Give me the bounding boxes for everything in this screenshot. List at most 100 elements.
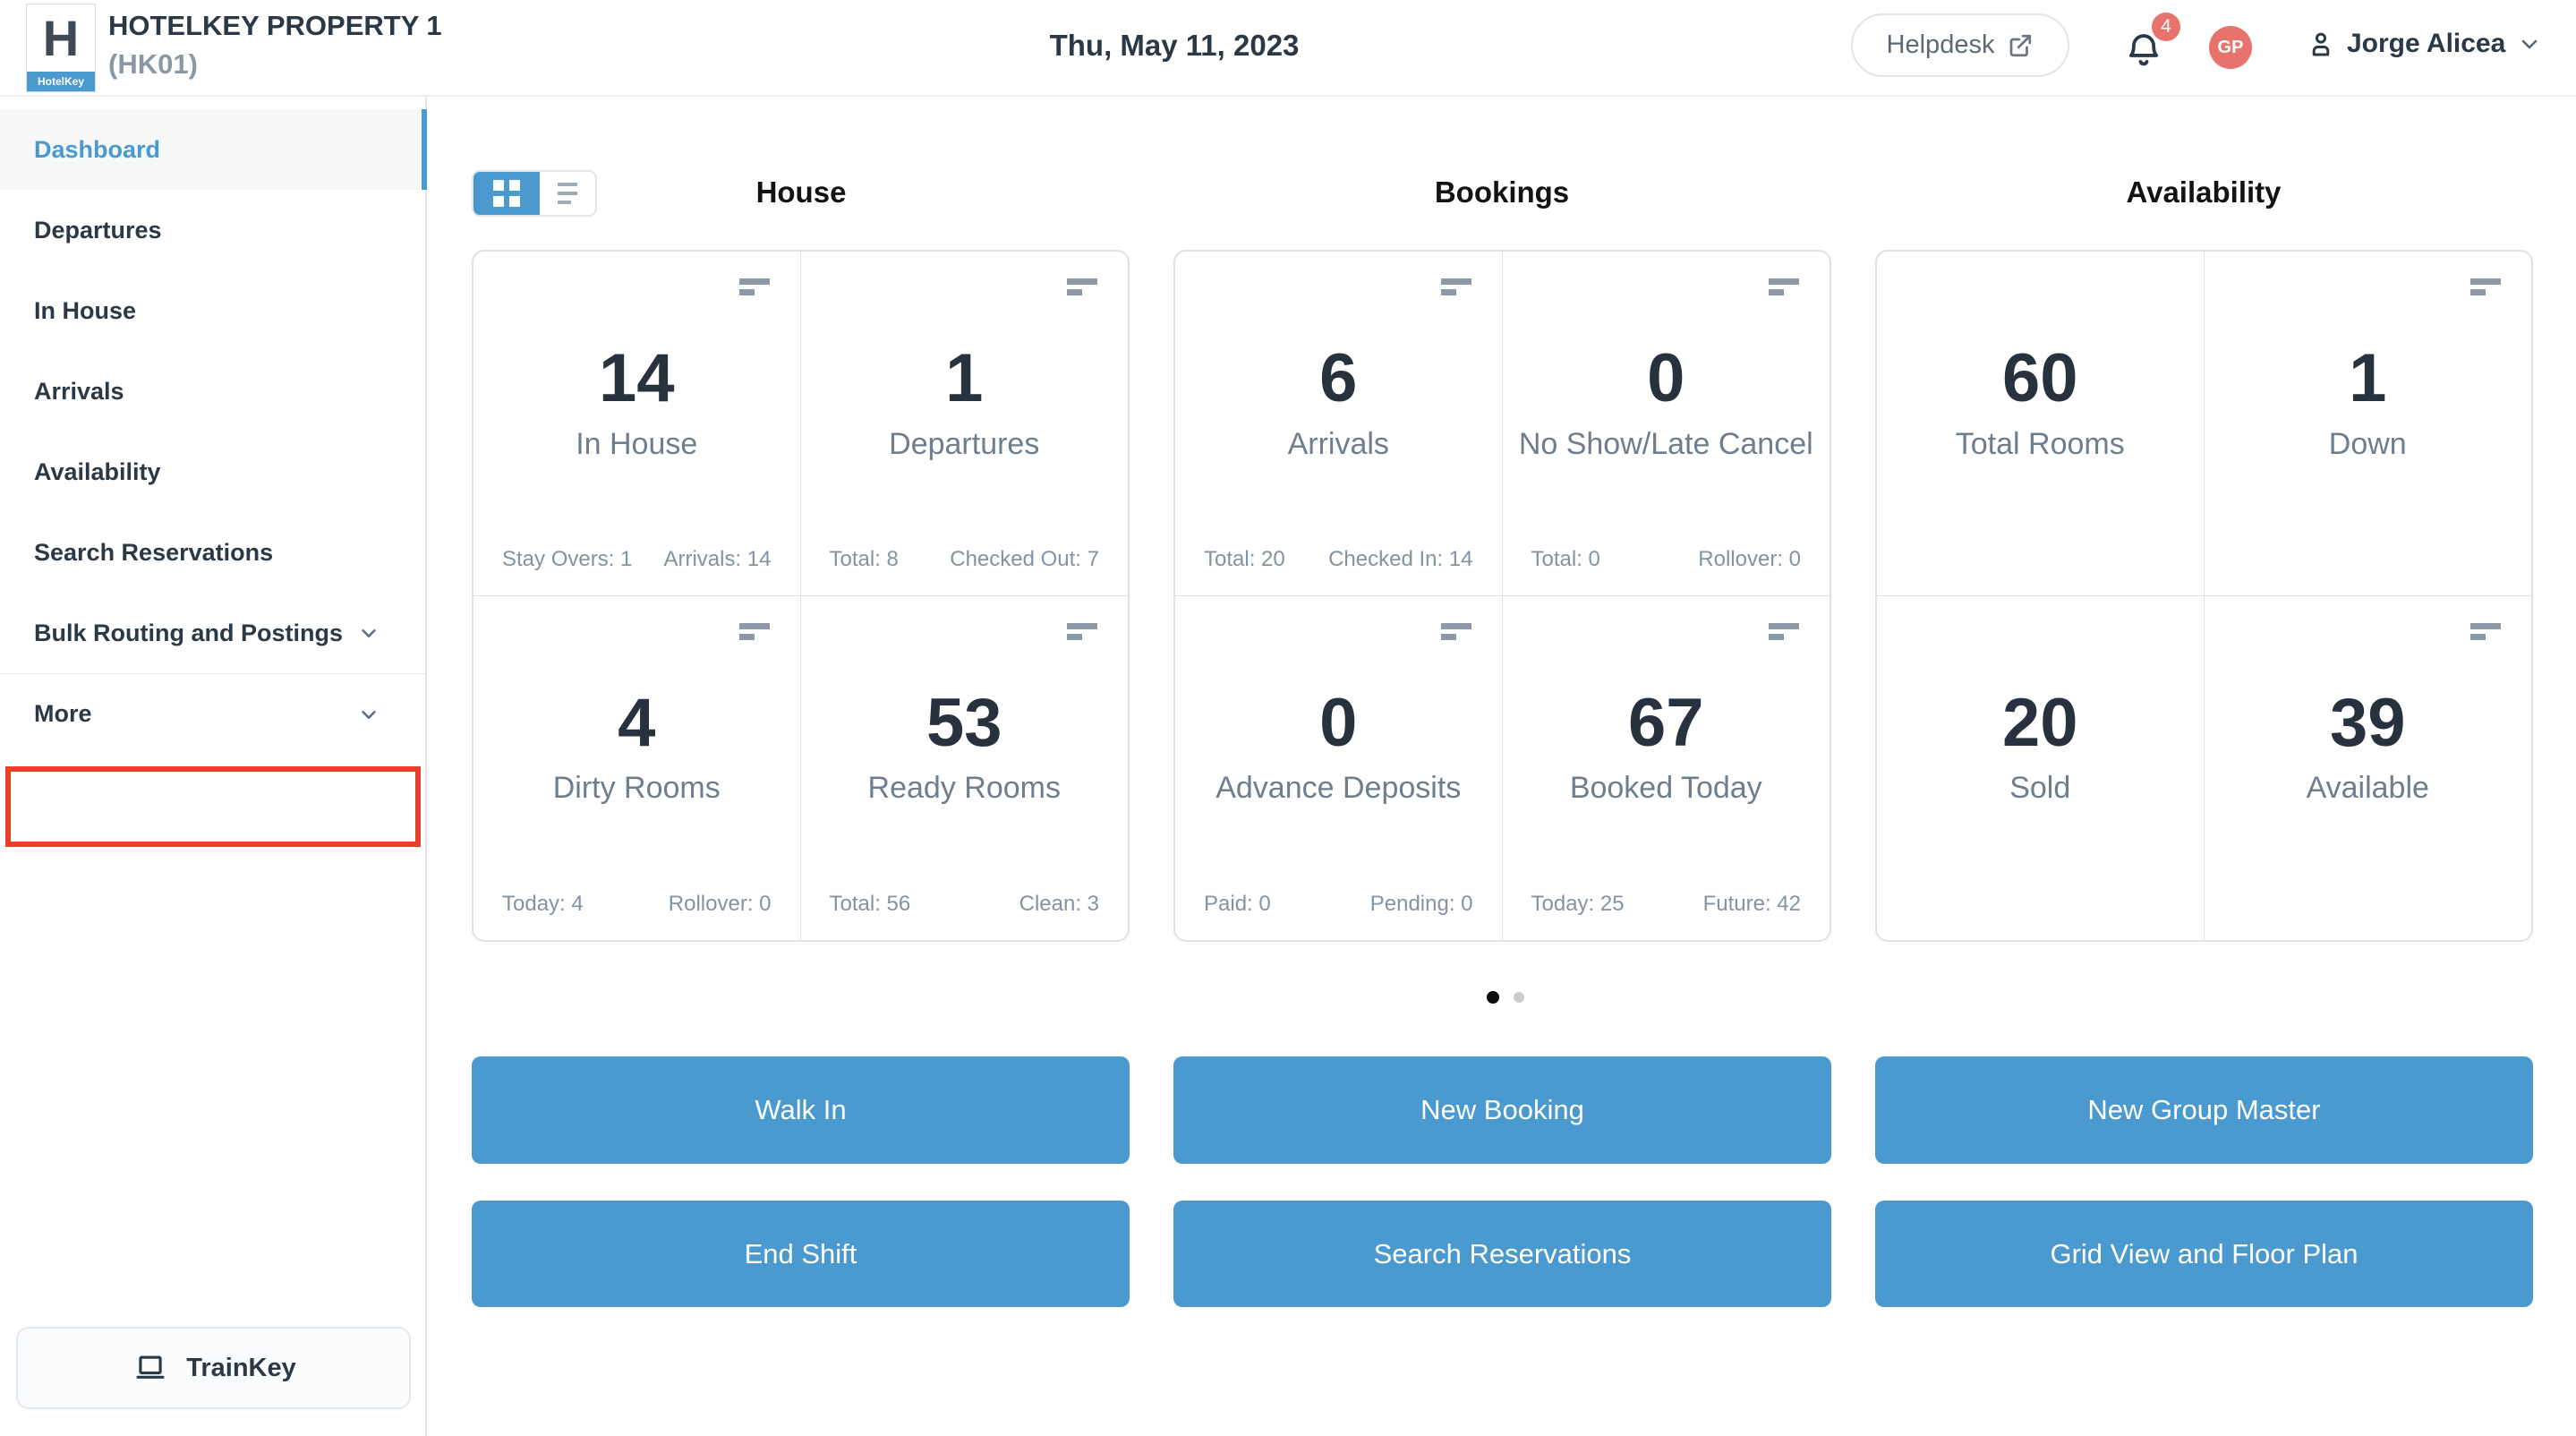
card-menu-icon[interactable] bbox=[1067, 278, 1097, 295]
stat-detail-right: Rollover: 0 bbox=[1698, 546, 1801, 571]
stat-value: 20 bbox=[2001, 684, 2078, 761]
stat-card-total-rooms[interactable]: 60 Total Rooms bbox=[1877, 252, 2205, 596]
hotelkey-logo: H HotelKey bbox=[26, 4, 96, 92]
grid-view-icon bbox=[493, 180, 520, 207]
grid-view-and-floor-plan-button[interactable]: Grid View and Floor Plan bbox=[1875, 1201, 2533, 1307]
column-title-bookings: Bookings bbox=[1434, 175, 1570, 209]
stat-detail-right: Checked Out: 7 bbox=[950, 546, 1099, 571]
stat-card-down[interactable]: 1 Down bbox=[2204, 252, 2531, 596]
chevron-down-icon bbox=[355, 705, 382, 724]
carousel-dot[interactable] bbox=[1514, 992, 1524, 1003]
sidebar-item-label: Availability bbox=[34, 457, 161, 485]
external-link-icon bbox=[2007, 32, 2034, 59]
trainkey-label: TrainKey bbox=[186, 1353, 296, 1382]
stat-value: 0 bbox=[1319, 684, 1358, 761]
card-menu-icon[interactable] bbox=[2470, 278, 2501, 295]
sidebar-item-dashboard[interactable]: Dashboard bbox=[0, 109, 427, 190]
stat-card-ready-rooms[interactable]: 53 Ready Rooms Total: 56 Clean: 3 bbox=[801, 596, 1129, 941]
card-menu-icon[interactable] bbox=[1440, 278, 1471, 295]
stat-detail-left: Total: 0 bbox=[1531, 546, 1600, 571]
stat-detail-right: Clean: 3 bbox=[1019, 892, 1099, 916]
stat-label: Down bbox=[2328, 426, 2407, 461]
walk-in-button[interactable]: Walk In bbox=[472, 1056, 1130, 1164]
stat-label: In House bbox=[576, 426, 698, 461]
stat-value: 4 bbox=[618, 684, 656, 761]
stat-card-departures[interactable]: 1 Departures Total: 8 Checked Out: 7 bbox=[800, 252, 1128, 596]
property-code: (HK01) bbox=[108, 48, 198, 81]
avatar[interactable]: GP bbox=[2209, 26, 2252, 69]
logo-letter: H bbox=[42, 10, 80, 66]
sidebar-item-search-reservations[interactable]: Search Reservations bbox=[0, 512, 425, 593]
end-shift-button[interactable]: End Shift bbox=[472, 1201, 1130, 1307]
stat-label: Arrivals bbox=[1287, 426, 1389, 461]
new-booking-button[interactable]: New Booking bbox=[1173, 1056, 1831, 1164]
user-menu[interactable]: Jorge Alicea bbox=[2306, 27, 2543, 61]
carousel-dot-active[interactable] bbox=[1487, 991, 1499, 1004]
sidebar-item-arrivals[interactable]: Arrivals bbox=[0, 351, 425, 432]
stat-card-in-house[interactable]: 14 In House Stay Overs: 1 Arrivals: 14 bbox=[473, 252, 801, 596]
stat-value: 67 bbox=[1627, 684, 1704, 761]
stat-detail-right: Rollover: 0 bbox=[668, 892, 772, 916]
stat-card-advance-deposits[interactable]: 0 Advance Deposits Paid: 0 Pending: 0 bbox=[1175, 595, 1503, 940]
notifications-button[interactable] bbox=[2123, 23, 2177, 77]
card-menu-icon[interactable] bbox=[1440, 622, 1471, 640]
stat-value: 0 bbox=[1647, 340, 1685, 416]
sidebar-nav: Dashboard Departures In House Arrivals A… bbox=[0, 95, 427, 1436]
card-menu-icon[interactable] bbox=[738, 622, 770, 640]
card-menu-icon[interactable] bbox=[1769, 278, 1799, 295]
trainkey-button[interactable]: TrainKey bbox=[16, 1327, 411, 1409]
stat-label: Available bbox=[2306, 771, 2429, 806]
sidebar-item-bulk-routing-and-postings[interactable]: Bulk Routing and Postings bbox=[0, 593, 425, 673]
business-date: Thu, May 11, 2023 bbox=[1049, 29, 1300, 62]
stat-label: Departures bbox=[889, 426, 1040, 461]
stat-detail-left: Stay Overs: 1 bbox=[502, 546, 633, 571]
stat-label: Total Rooms bbox=[1955, 426, 2125, 461]
carousel-pagination bbox=[1487, 991, 1524, 1004]
sidebar-item-label: In House bbox=[34, 296, 137, 324]
stat-detail-right: Pending: 0 bbox=[1369, 892, 1473, 916]
stat-detail-right: Arrivals: 14 bbox=[663, 546, 772, 571]
card-menu-icon[interactable] bbox=[1067, 622, 1097, 640]
sidebar-item-label: Search Reservations bbox=[34, 538, 274, 566]
stat-card-arrivals[interactable]: 6 Arrivals Total: 20 Checked In: 14 bbox=[1175, 252, 1503, 596]
person-icon bbox=[2306, 27, 2336, 61]
grid-view-button[interactable] bbox=[473, 172, 540, 215]
card-menu-icon[interactable] bbox=[738, 278, 770, 295]
stat-label: No Show/Late Cancel bbox=[1518, 426, 1813, 461]
sidebar-item-in-house[interactable]: In House bbox=[0, 270, 425, 351]
stat-detail-left: Today: 25 bbox=[1531, 892, 1625, 916]
list-view-button[interactable] bbox=[540, 172, 595, 215]
view-toggle bbox=[472, 170, 597, 217]
availability-card-group: 60 Total Rooms 1 Down 20 Sold 39 Availab… bbox=[1875, 250, 2533, 942]
stat-detail-left: Paid: 0 bbox=[1204, 892, 1271, 916]
column-title-house: House bbox=[755, 175, 847, 209]
stat-card-sold[interactable]: 20 Sold bbox=[1877, 595, 2205, 940]
stat-value: 1 bbox=[2349, 340, 2387, 416]
new-group-master-button[interactable]: New Group Master bbox=[1875, 1056, 2533, 1164]
sidebar-item-availability[interactable]: Availability bbox=[0, 432, 425, 512]
stat-card-no-show-late-cancel[interactable]: 0 No Show/Late Cancel Total: 0 Rollover:… bbox=[1502, 252, 1830, 596]
stat-detail-left: Total: 56 bbox=[829, 892, 911, 916]
sidebar-item-departures[interactable]: Departures bbox=[0, 190, 425, 270]
top-header: H HotelKey HOTELKEY PROPERTY 1 (HK01) Th… bbox=[0, 0, 2576, 97]
stat-card-available[interactable]: 39 Available bbox=[2205, 596, 2532, 941]
card-menu-icon[interactable] bbox=[1769, 622, 1799, 640]
stat-value: 14 bbox=[598, 340, 675, 416]
sidebar-item-label: Arrivals bbox=[34, 377, 124, 405]
card-menu-icon[interactable] bbox=[2470, 622, 2501, 640]
stat-value: 39 bbox=[2329, 684, 2406, 761]
stat-card-dirty-rooms[interactable]: 4 Dirty Rooms Today: 4 Rollover: 0 bbox=[473, 595, 801, 940]
helpdesk-label: Helpdesk bbox=[1886, 30, 1995, 59]
search-reservations-button[interactable]: Search Reservations bbox=[1173, 1201, 1831, 1307]
stat-value: 53 bbox=[925, 684, 1002, 761]
chevron-down-icon bbox=[355, 623, 382, 643]
sidebar-item-label: Bulk Routing and Postings bbox=[34, 619, 343, 646]
sidebar-item-label: More bbox=[34, 700, 92, 727]
sidebar-item-more[interactable]: More bbox=[0, 673, 425, 754]
stat-card-booked-today[interactable]: 67 Booked Today Today: 25 Future: 42 bbox=[1503, 596, 1830, 941]
active-indicator bbox=[422, 109, 427, 190]
bookings-card-group: 6 Arrivals Total: 20 Checked In: 14 0 No… bbox=[1173, 250, 1831, 942]
stat-value: 1 bbox=[945, 340, 984, 416]
helpdesk-button[interactable]: Helpdesk bbox=[1851, 13, 2069, 77]
stat-value: 6 bbox=[1319, 340, 1358, 416]
